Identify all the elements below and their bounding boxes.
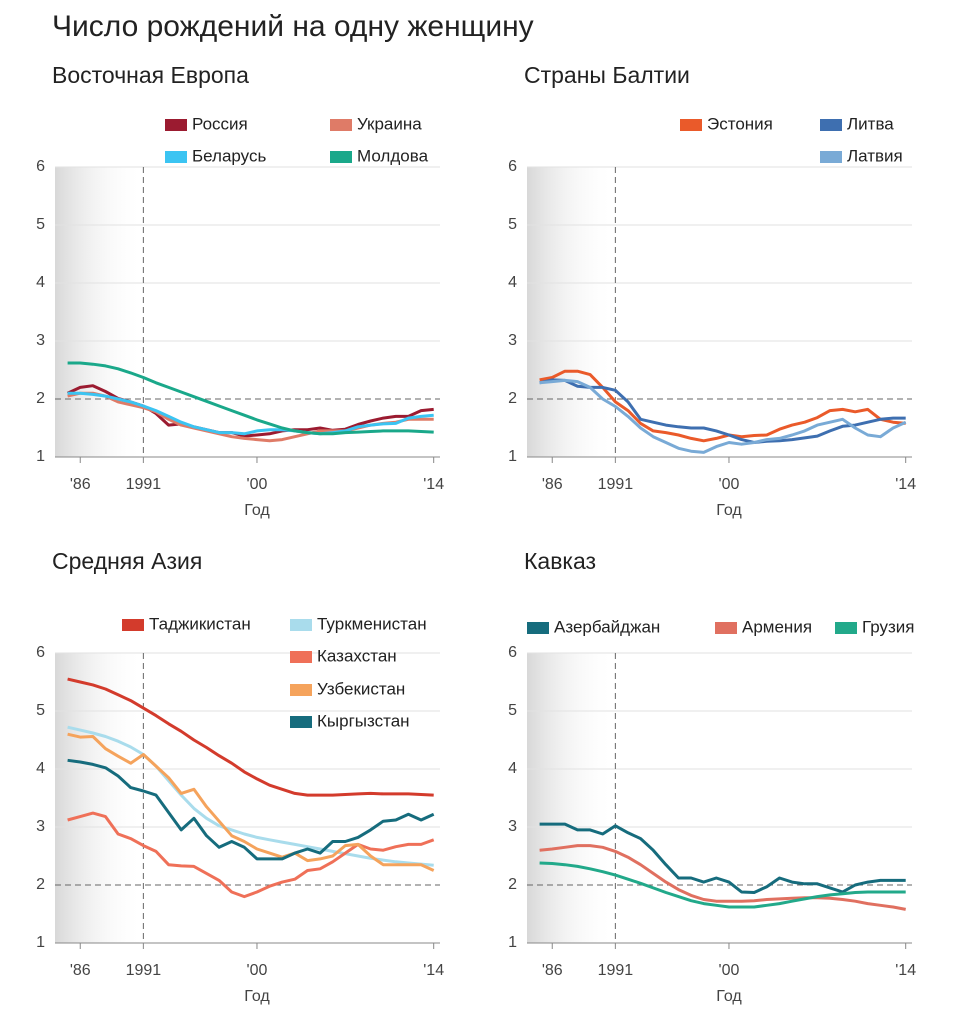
x-tick-label: '00	[247, 962, 268, 979]
legend-label: Латвия	[847, 146, 903, 165]
shaded-period	[55, 167, 144, 457]
legend-label: Узбекистан	[317, 679, 405, 698]
x-tick-label: '86	[70, 476, 91, 493]
series-line	[67, 677, 434, 797]
series-line	[67, 758, 435, 861]
y-tick-label: 5	[36, 702, 45, 719]
legend-swatch	[715, 622, 737, 634]
legend-label: Украина	[357, 114, 422, 133]
y-tick-label: 3	[36, 818, 45, 835]
y-tick-label: 3	[36, 332, 45, 349]
legend-swatch	[820, 119, 842, 131]
x-tick-label: 1991	[126, 962, 162, 979]
y-tick-label: 2	[36, 390, 45, 407]
x-tick-label: '86	[70, 962, 91, 979]
legend-label: Таджикистан	[149, 614, 251, 633]
legend-label: Россия	[192, 114, 248, 133]
panel-title: Страны Балтии	[524, 62, 690, 88]
legend-label: Армения	[742, 617, 812, 636]
x-tick-label: '14	[423, 476, 444, 493]
y-tick-label: 1	[36, 934, 45, 951]
legend-swatch	[835, 622, 857, 634]
y-tick-label: 6	[508, 158, 517, 175]
series-line	[539, 822, 906, 894]
y-tick-label: 4	[508, 274, 517, 291]
series-line	[67, 732, 435, 872]
x-axis-label: Год	[244, 502, 270, 519]
legend-swatch	[330, 151, 352, 163]
legend-label: Эстония	[707, 114, 773, 133]
legend-label: Грузия	[862, 617, 915, 636]
y-tick-label: 2	[36, 876, 45, 893]
series-line	[67, 391, 434, 436]
x-tick-label: '00	[247, 476, 268, 493]
y-tick-label: 1	[508, 934, 517, 951]
legend-swatch	[330, 119, 352, 131]
shaded-period	[527, 653, 616, 943]
y-tick-label: 3	[508, 332, 517, 349]
shaded-period	[55, 653, 144, 943]
legend-swatch	[122, 619, 144, 631]
legend-label: Молдова	[357, 146, 429, 165]
x-axis-label: Год	[716, 502, 742, 519]
y-tick-label: 1	[508, 448, 517, 465]
y-tick-label: 5	[36, 216, 45, 233]
x-tick-label: '00	[719, 962, 740, 979]
x-tick-label: '00	[719, 476, 740, 493]
y-tick-label: 5	[508, 702, 517, 719]
y-tick-label: 1	[36, 448, 45, 465]
legend-swatch	[290, 684, 312, 696]
legend-label: Туркменистан	[317, 614, 427, 633]
x-axis-label: Год	[716, 988, 742, 1005]
legend-swatch	[290, 619, 312, 631]
series-line	[67, 811, 435, 899]
y-tick-label: 2	[508, 390, 517, 407]
legend-swatch	[680, 119, 702, 131]
legend-label: Кыргызстан	[317, 711, 410, 730]
x-tick-label: '14	[423, 962, 444, 979]
legend-swatch	[165, 151, 187, 163]
legend-swatch	[290, 651, 312, 663]
legend-swatch	[165, 119, 187, 131]
legend-label: Литва	[847, 114, 894, 133]
y-tick-label: 5	[508, 216, 517, 233]
y-tick-label: 3	[508, 818, 517, 835]
series-line	[539, 369, 906, 443]
panel-title: Средняя Азия	[52, 548, 202, 574]
series-line	[67, 361, 434, 436]
legend-swatch	[820, 151, 842, 163]
y-tick-label: 6	[508, 644, 517, 661]
series-line	[539, 844, 906, 911]
series-line	[539, 861, 906, 909]
legend-label: Азербайджан	[554, 617, 660, 636]
x-tick-label: 1991	[126, 476, 162, 493]
x-tick-label: 1991	[598, 476, 634, 493]
legend-swatch	[527, 622, 549, 634]
panel-title: Кавказ	[524, 548, 596, 574]
shaded-period	[527, 167, 616, 457]
y-tick-label: 2	[508, 876, 517, 893]
x-tick-label: '14	[895, 962, 916, 979]
legend-label: Беларусь	[192, 146, 266, 165]
panel-title: Восточная Европа	[52, 62, 249, 88]
figure-title: Число рождений на одну женщину	[52, 10, 534, 43]
x-axis-label: Год	[244, 988, 270, 1005]
y-tick-label: 4	[36, 274, 45, 291]
series-line	[539, 378, 907, 454]
legend-label: Казахстан	[317, 646, 397, 665]
x-tick-label: '86	[542, 476, 563, 493]
y-tick-label: 6	[36, 644, 45, 661]
y-tick-label: 4	[36, 760, 45, 777]
x-tick-label: '14	[895, 476, 916, 493]
y-tick-label: 4	[508, 760, 517, 777]
legend-swatch	[290, 716, 312, 728]
x-tick-label: '86	[542, 962, 563, 979]
series-line	[539, 378, 906, 444]
x-tick-label: 1991	[598, 962, 634, 979]
y-tick-label: 6	[36, 158, 45, 175]
